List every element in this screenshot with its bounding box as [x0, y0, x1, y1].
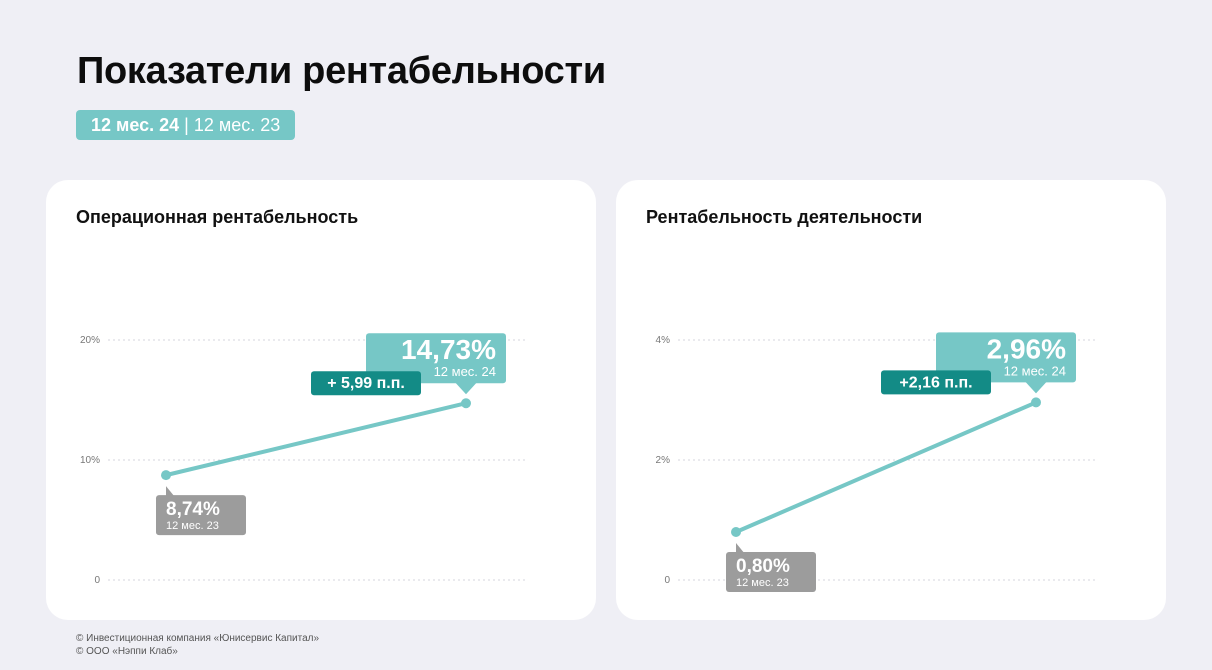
delta-badge: + 5,99 п.п.: [311, 371, 421, 396]
previous-value: 0,80%: [736, 556, 790, 577]
chart-title: Рентабельность деятельности: [646, 207, 923, 227]
y-tick-label: 10%: [80, 455, 100, 466]
current-value-label: 14,73%12 мес. 24: [366, 333, 506, 395]
period-badge: 12 мес. 24 | 12 мес. 23: [76, 110, 296, 140]
y-tick-label: 0: [94, 575, 100, 586]
y-tick-label: 20%: [80, 335, 100, 346]
period-separator: |: [184, 114, 189, 135]
y-tick-label: 2%: [656, 455, 671, 466]
label-pointer: [1025, 381, 1047, 394]
data-point: [461, 398, 471, 409]
delta-badge: +2,16 п.п.: [881, 370, 991, 395]
y-tick-label: 4%: [656, 335, 671, 346]
label-pointer: [455, 382, 477, 395]
period-current: 12 мес. 24: [91, 114, 180, 135]
previous-value: 8,74%: [166, 499, 220, 520]
delta-value: + 5,99 п.п.: [327, 375, 405, 392]
label-box: [366, 333, 506, 384]
period-previous: 12 мес. 23: [193, 114, 281, 135]
label-box: [936, 332, 1076, 383]
series-line: [164, 401, 468, 478]
current-value-label: 2,96%12 мес. 24: [936, 332, 1076, 394]
data-point: [1031, 397, 1041, 408]
page-title: Показатели рентабельности: [77, 50, 606, 92]
activity-margin-card: Рентабельность деятельности 0 2% 4% 0,80% 12…: [616, 180, 1166, 620]
chart-title: Операционная рентабельность: [76, 207, 359, 227]
series-line: [734, 400, 1038, 534]
previous-period: 12 мес. 23: [736, 577, 789, 589]
current-period: 12 мес. 24: [434, 364, 496, 379]
delta-value: +2,16 п.п.: [899, 374, 972, 391]
current-value: 2,96%: [987, 333, 1066, 364]
label-box: [156, 495, 246, 536]
operating-margin-card: Операционная рентабельность 0 10% 20% 8,74%…: [46, 180, 596, 620]
label-pointer: [166, 486, 175, 498]
previous-value-label: 8,74%12 мес. 23: [156, 486, 246, 536]
delta-box: [311, 371, 421, 396]
footer: © Инвестиционная компания «Юнисервис Кап…: [76, 632, 319, 658]
data-point: [161, 470, 171, 481]
y-tick-label: 0: [664, 575, 670, 586]
previous-value-label: 0,80%12 мес. 23: [726, 543, 816, 592]
label-pointer: [736, 543, 745, 554]
data-point: [731, 527, 741, 537]
delta-box: [881, 370, 991, 395]
current-period: 12 мес. 24: [1004, 363, 1066, 378]
footer-copyright-2: © ООО «Нэппи Клаб»: [76, 646, 178, 657]
current-value: 14,73%: [401, 334, 496, 365]
label-box: [726, 552, 816, 592]
activity-margin-chart: 02%4%0,80%12 мес. 232,96%12 мес. 24+2,16…: [656, 332, 1098, 592]
footer-copyright-1: © Инвестиционная компания «Юнисервис Кап…: [76, 633, 320, 644]
previous-period: 12 мес. 23: [166, 520, 219, 532]
